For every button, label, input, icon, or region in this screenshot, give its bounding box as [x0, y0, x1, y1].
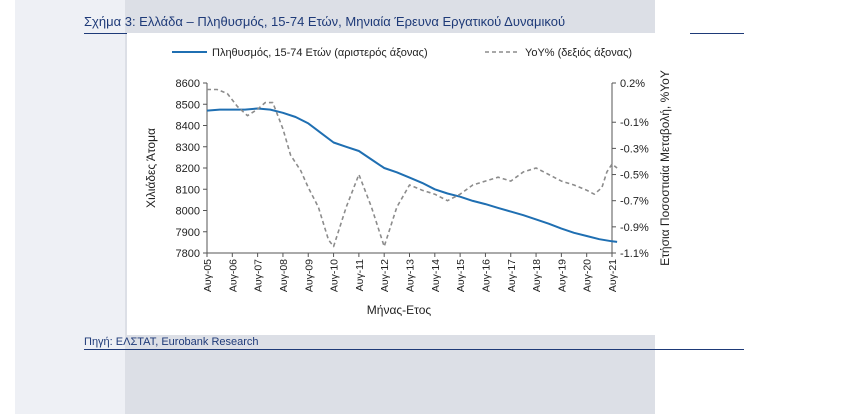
x-tick-label: Αυγ-13	[405, 259, 417, 292]
axes: 7800 7900 8000 8100 8200 8300 8400 8500 8600 -1.1…	[144, 70, 672, 317]
population-series-line	[206, 107, 618, 243]
y-tick-label-right: -1.1%	[620, 248, 649, 260]
x-tick-label: Αυγ-09	[303, 259, 315, 292]
y-tick-label-left: 8400	[176, 121, 200, 133]
population-chart: Πληθυσμός, 15-74 Ετών (αριστερός άξονας)…	[144, 47, 672, 317]
yoy-series-line	[207, 88, 618, 248]
y-tick-label-left: 8000	[176, 206, 200, 218]
x-tick-label: Αυγ-05	[202, 259, 214, 292]
x-tick-label: Αυγ-07	[253, 259, 265, 292]
y-tick-label-right: 0.2%	[620, 78, 645, 90]
y-axis-title-right: Ετήσια Ποσοστιαία Μεταβολή, %YoY	[658, 70, 672, 266]
page-background-left	[15, 0, 125, 414]
y-axis-title-left: Χιλιάδες Άτομα	[144, 128, 158, 208]
legend-label-yoy: YoY% (δεξιός άξονας)	[525, 47, 632, 59]
y-tick-label-right: -0.1%	[620, 117, 649, 129]
x-tick-label: Αυγ-17	[506, 259, 518, 292]
figure-title: Σχήμα 3: Ελλάδα – Πληθυσμός, 15-74 Ετών,…	[84, 14, 566, 29]
y-tick-label-right: -0.3%	[620, 143, 649, 155]
x-tick-label: Αυγ-10	[329, 259, 341, 292]
source-note: Πηγή: ΕΛΣΤΑΤ, Eurobank Research	[84, 336, 259, 348]
x-tick-label: Αυγ-11	[354, 259, 366, 292]
x-axis-title: Μήνας-Ετος	[367, 303, 432, 317]
y-tick-label-right: -0.5%	[620, 170, 649, 182]
x-tick-label: Αυγ-19	[556, 259, 568, 292]
legend: Πληθυσμός, 15-74 Ετών (αριστερός άξονας)…	[172, 47, 632, 59]
y-tick-label-left: 7800	[176, 248, 200, 260]
source-rule	[84, 349, 744, 350]
x-tick-label: Αυγ-14	[430, 259, 442, 292]
x-tick-label: Αυγ-18	[531, 259, 543, 292]
x-tick-label: Αυγ-21	[607, 259, 619, 292]
y-tick-label-left: 8200	[176, 163, 200, 175]
x-tick-label: Αυγ-08	[278, 259, 290, 292]
y-tick-label-left: 8500	[176, 99, 200, 111]
plot-area	[206, 88, 618, 248]
legend-label-population: Πληθυσμός, 15-74 Ετών (αριστερός άξονας)	[212, 47, 428, 59]
x-tick-label: Αυγ-16	[480, 259, 492, 292]
y-tick-label-right: -0.7%	[620, 196, 649, 208]
y-tick-label-right: -0.9%	[620, 222, 649, 234]
x-tick-label: Αυγ-06	[227, 259, 239, 292]
y-tick-label-left: 7900	[176, 227, 200, 239]
chart-panel: Πληθυσμός, 15-74 Ετών (αριστερός άξονας)…	[127, 33, 690, 335]
y-tick-label-left: 8600	[176, 78, 200, 90]
x-tick-label: Αυγ-12	[379, 259, 391, 292]
y-tick-label-left: 8300	[176, 142, 200, 154]
x-tick-label: Αυγ-15	[455, 259, 467, 292]
y-tick-label-left: 8100	[176, 184, 200, 196]
x-tick-label: Αυγ-20	[582, 259, 594, 292]
